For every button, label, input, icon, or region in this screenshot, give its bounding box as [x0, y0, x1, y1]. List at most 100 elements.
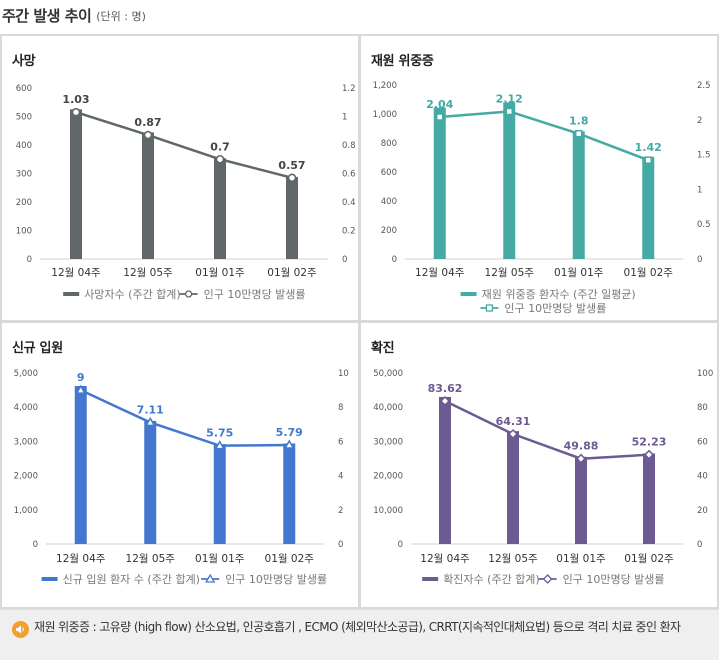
left-axis-tick: 1,000: [14, 506, 38, 516]
rate-marker: [214, 440, 226, 450]
legend-bar-swatch: [460, 292, 477, 296]
legend-line-label: 인구 10만명당 발생률: [563, 573, 665, 586]
bar: [433, 107, 446, 259]
left-axis-tick: 30,000: [373, 437, 403, 447]
data-label: 2.12: [496, 92, 523, 105]
bar: [642, 156, 655, 259]
deaths-chart: 0 100 200 300 400 500 600 0 0.2 0.4 0.6 0.8 1 1.2 12월 …: [16, 84, 356, 301]
legend-line-label: 인구 10만명당 발생률: [204, 288, 306, 301]
right-axis-tick: 2.5: [697, 81, 711, 91]
rate-marker: [75, 384, 87, 394]
data-label: 2.04: [426, 98, 453, 111]
right-axis-tick: 4: [338, 472, 343, 482]
bar: [439, 396, 451, 544]
category-label: 12월 04주: [51, 267, 101, 279]
data-label: 49.88: [564, 440, 599, 453]
left-axis-tick: 0: [392, 255, 397, 265]
speaker-icon: [12, 621, 29, 638]
legend-bar-swatch: [422, 577, 439, 581]
rate-line: [75, 111, 293, 179]
rate-marker: [436, 113, 444, 121]
category-label: 12월 04주: [420, 553, 470, 565]
rate-marker: [575, 129, 583, 138]
confirmed-chart-panel: 확진 0 10,000 20,000 30,000 40,000 50,000 0 20 40 6…: [361, 323, 717, 607]
right-axis-tick: 1.2: [342, 84, 356, 94]
admission-chart: 0 1,000 2,000 3,000 4,000 5,000 0 2 4 6 8 10 12월 04주…: [14, 369, 349, 586]
left-axis-tick: 400: [16, 141, 32, 151]
rate-line: [439, 110, 649, 162]
rate-marker: [283, 439, 295, 449]
unit-label: (단위 : 명): [96, 10, 146, 23]
bar: [214, 158, 226, 259]
bar: [213, 444, 226, 544]
rate-marker: [71, 107, 81, 117]
right-axis-tick: 0.5: [697, 220, 711, 230]
right-axis-tick: 2: [338, 506, 343, 516]
category-label: 01월 01주: [195, 553, 245, 565]
bar: [74, 385, 87, 544]
left-axis-tick: 40,000: [373, 403, 403, 413]
left-axis-tick: 600: [16, 84, 32, 94]
legend-line-marker: [184, 290, 193, 298]
left-axis-tick: 0: [33, 540, 38, 550]
admission-chart-panel: 신규 입원 0 1,000 2,000 3,000 4,000 5,000 0 2 4 6 8 10 1…: [2, 323, 358, 607]
legend-line-marker: [205, 573, 216, 583]
left-axis-tick: 10,000: [373, 506, 403, 516]
right-axis-tick: 0.2: [342, 227, 356, 237]
category-label: 12월 05주: [485, 267, 535, 279]
rate-line: [80, 388, 290, 447]
left-axis-tick: 500: [16, 113, 32, 123]
chart-title-admission: 신규 입원: [12, 341, 63, 356]
data-label: 83.62: [428, 382, 463, 395]
right-axis-tick: 0.6: [342, 170, 356, 180]
right-axis-tick: 80: [697, 403, 708, 413]
footnote-text: 재원 위중증 : 고유량 (high flow) 산소요법, 인공호흡기 , E…: [34, 620, 681, 634]
category-label: 01월 01주: [195, 267, 245, 279]
bar: [507, 431, 519, 544]
right-axis-tick: 6: [338, 437, 343, 447]
chart-title-deaths: 사망: [12, 54, 36, 69]
legend-line-label: 인구 10만명당 발생률: [225, 573, 327, 586]
rate-marker: [644, 156, 652, 164]
right-axis-tick: 40: [697, 472, 708, 482]
category-label: 01월 02주: [624, 267, 674, 279]
left-axis-tick: 200: [381, 226, 397, 236]
right-axis-tick: 100: [697, 369, 713, 379]
rate-marker: [643, 449, 655, 460]
left-axis-tick: 5,000: [14, 369, 38, 379]
data-label: 5.75: [206, 427, 233, 440]
bar: [142, 132, 154, 259]
severe-chart: 0 200 400 600 800 1,000 1,200 0 0.5 1 1.5 2 2.5 12월 0…: [373, 81, 711, 315]
data-label: 5.79: [276, 426, 303, 439]
chart-title-confirmed: 확진: [371, 341, 395, 356]
right-axis-tick: 60: [697, 437, 708, 447]
category-label: 01월 01주: [554, 267, 604, 279]
left-axis-tick: 100: [16, 227, 32, 237]
rate-marker: [575, 453, 587, 464]
left-axis-tick: 0: [27, 255, 32, 265]
rate-marker: [215, 154, 225, 164]
legend-bar-swatch: [41, 577, 58, 581]
chart-grid: 사망 0 100 200 300 400 500 600 0 0.2 0.4 0.6 0.8 1 1.2 1…: [0, 34, 719, 609]
data-label: 0.7: [210, 140, 230, 153]
bar: [572, 131, 585, 259]
rate-marker: [287, 173, 297, 183]
data-label: 7.11: [137, 403, 164, 416]
right-axis-tick: 20: [697, 506, 708, 516]
legend-line-marker: [485, 304, 494, 312]
data-label: 0.87: [134, 116, 161, 129]
legend-bar-swatch: [63, 292, 80, 296]
left-axis-tick: 200: [16, 198, 32, 208]
left-axis-tick: 20,000: [373, 472, 403, 482]
category-label: 01월 02주: [265, 553, 315, 565]
legend-line-marker: [542, 574, 553, 584]
rate-marker: [505, 107, 513, 116]
legend-bar-label: 신규 입원 환자 수 (주간 합계): [63, 573, 200, 586]
right-axis-tick: 0: [342, 255, 347, 265]
right-axis-tick: 2: [697, 116, 702, 126]
left-axis-tick: 3,000: [14, 437, 38, 447]
left-axis-tick: 300: [16, 170, 32, 180]
left-axis-tick: 4,000: [14, 403, 38, 413]
right-axis-tick: 1: [697, 185, 702, 195]
data-label: 1.8: [569, 115, 589, 128]
